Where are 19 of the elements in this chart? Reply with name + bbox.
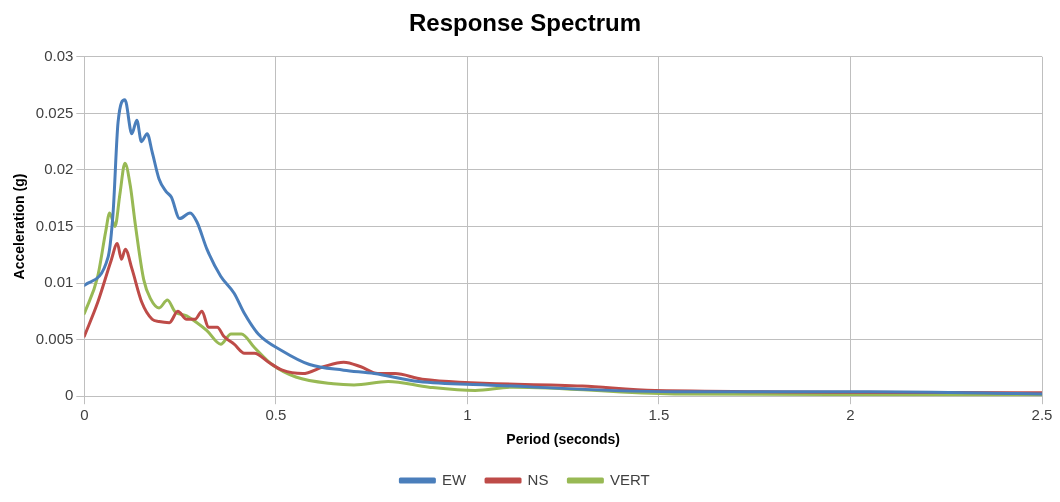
legend-label: EW [441,470,467,488]
y-tick-label: 0.025 [35,103,74,121]
y-tick-label: 0.03 [44,46,74,64]
chart-title: Response Spectrum [408,9,642,37]
x-tick-label: 0.5 [265,406,287,424]
x-tick-label: 2 [846,406,855,424]
x-tick-label: 0 [80,406,89,424]
x-tick-label: 2.5 [1031,406,1053,424]
legend-label: VERT [609,470,650,488]
y-tick-label: 0 [64,386,74,404]
x-axis-title: Period (seconds) [506,431,620,448]
x-tick-label: 1.5 [648,406,670,424]
legend-label: NS [527,470,549,488]
y-tick-label: 0.015 [35,216,74,234]
y-axis-title: Acceleration (g) [11,173,28,280]
y-tick-label: 0.005 [35,329,74,347]
y-tick-label: 0.01 [44,273,74,291]
x-tick-label: 1 [463,406,472,424]
y-tick-label: 0.02 [44,160,74,178]
